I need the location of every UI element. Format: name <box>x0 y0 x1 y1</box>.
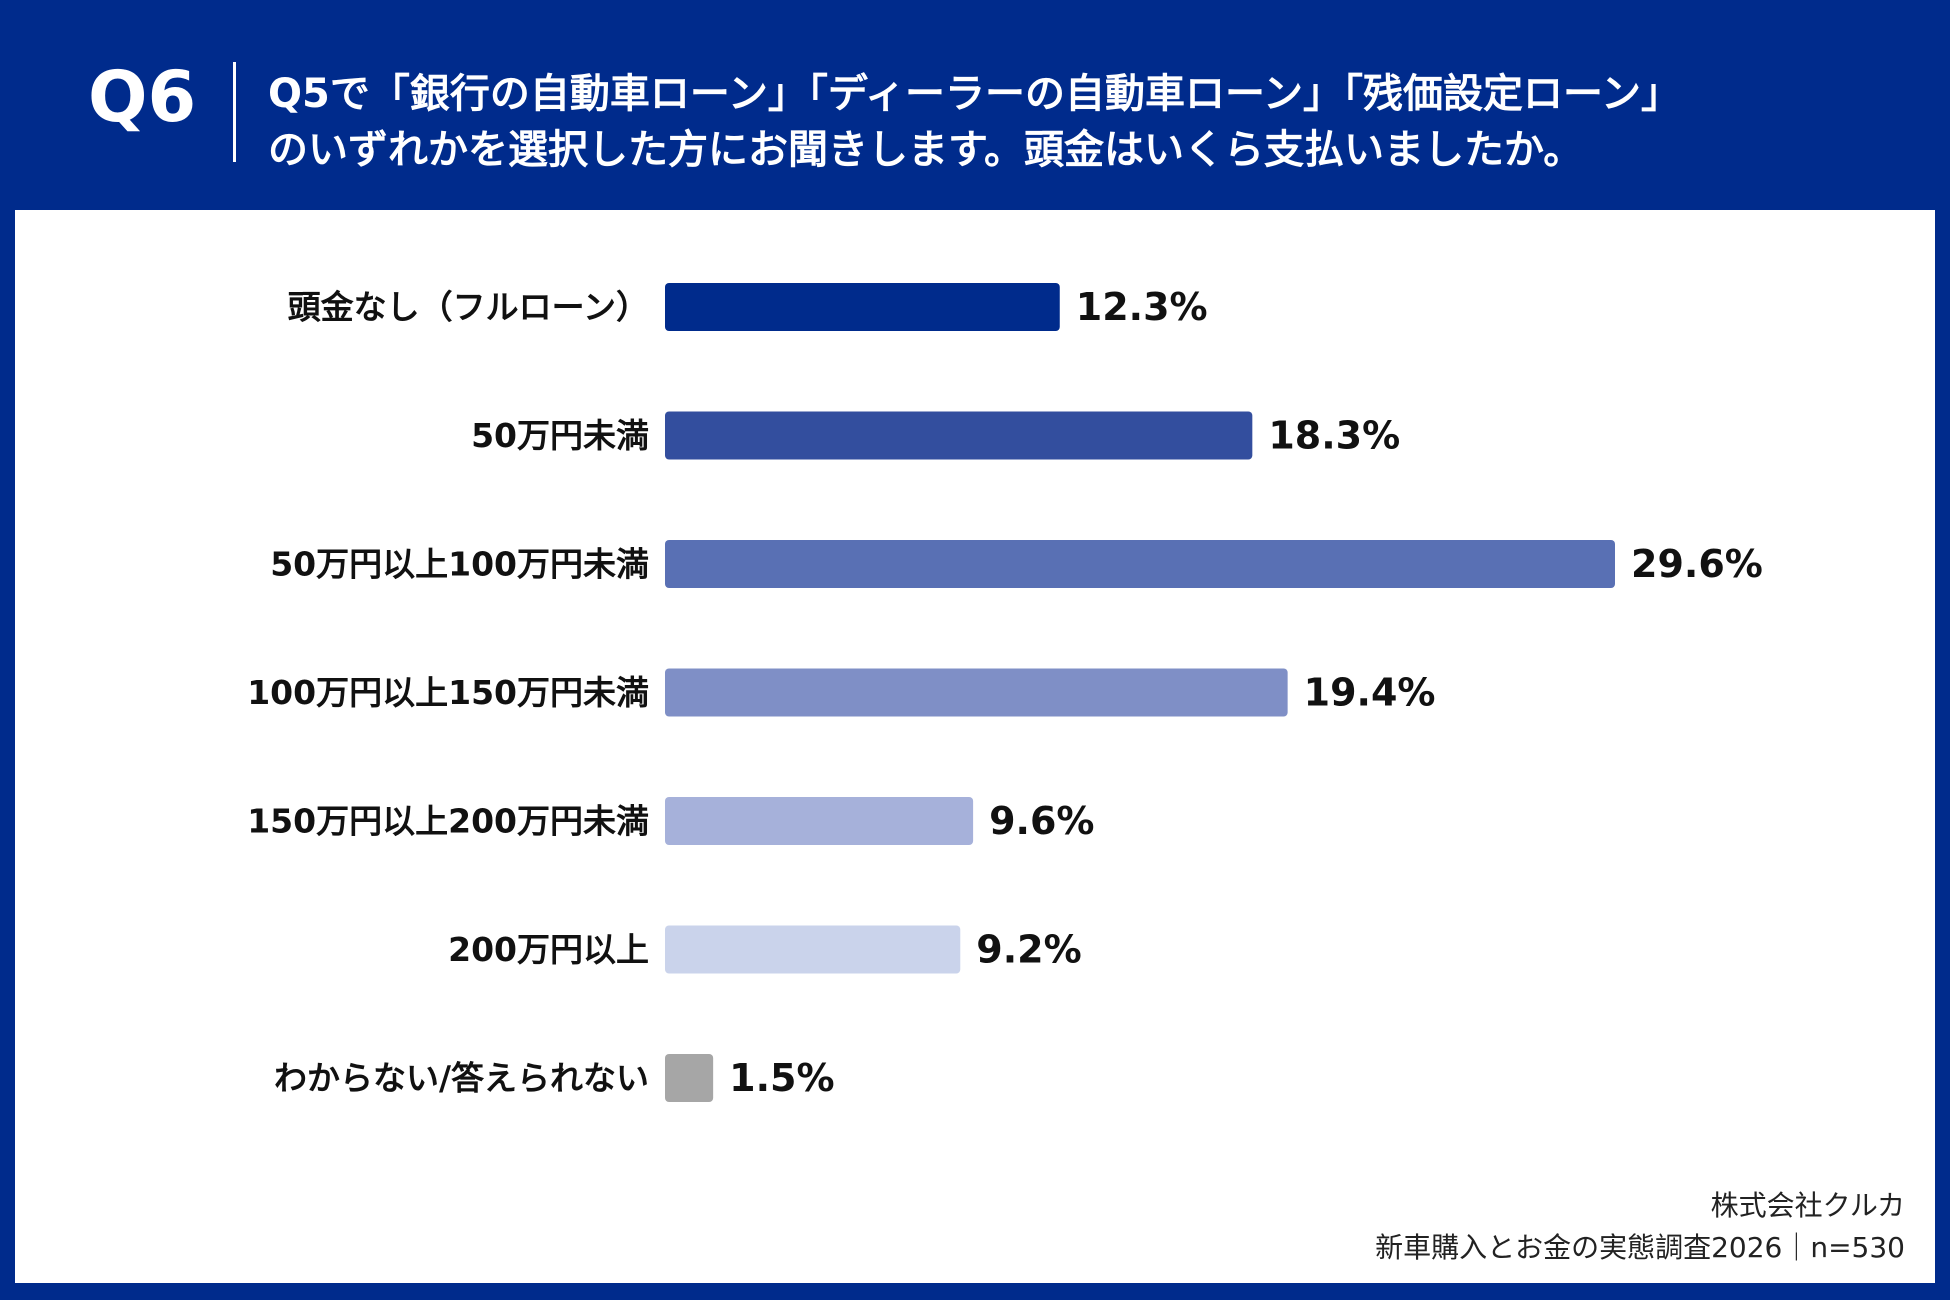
category-label: 頭金なし（フルローン） <box>288 288 649 327</box>
question-line-1: Q5で「銀行の自動車ローン」「ディーラーの自動車ローン」「残価設定ローン」 <box>268 71 1682 117</box>
value-label: 18.3% <box>1268 414 1400 458</box>
category-label: 200万円以上 <box>448 930 649 969</box>
value-label: 9.2% <box>976 928 1081 972</box>
question-number: Q6 <box>88 56 197 138</box>
value-label: 19.4% <box>1304 671 1436 715</box>
category-label: 50万円未満 <box>471 416 649 455</box>
question-text: Q5で「銀行の自動車ローン」「ディーラーの自動車ローン」「残価設定ローン」 のい… <box>268 66 1908 178</box>
category-label: 150万円以上200万円未満 <box>247 802 649 841</box>
header-banner: Q6 Q5で「銀行の自動車ローン」「ディーラーの自動車ローン」「残価設定ローン」… <box>0 0 1950 210</box>
footer-company: 株式会社クルカ <box>1710 1189 1905 1222</box>
value-label: 1.5% <box>729 1056 834 1100</box>
header-divider <box>233 62 236 162</box>
bar <box>665 668 1288 717</box>
bar <box>665 411 1253 460</box>
chart-panel: 頭金なし（フルローン） 12.3% 50万円未満 18.3% 50万円以上100万円未満… <box>15 210 1935 1283</box>
footer-survey: 新車購入とお金の実態調査2026｜n=530 <box>1375 1231 1905 1264</box>
bar <box>665 925 961 974</box>
value-label: 29.6% <box>1631 542 1763 586</box>
category-label: 100万円以上150万円未満 <box>247 673 649 712</box>
category-label: 50万円以上100万円未満 <box>270 545 649 584</box>
category-label: わからない/答えられない <box>274 1059 649 1098</box>
bar <box>665 540 1615 588</box>
value-label: 12.3% <box>1076 285 1208 329</box>
bar <box>665 283 1060 331</box>
footer-source: 株式会社クルカ 新車購入とお金の実態調査2026｜n=530 <box>1375 1185 1905 1269</box>
question-line-2: のいずれかを選択した方にお聞きします。頭金はいくら支払いましたか。 <box>268 127 1584 173</box>
bar-chart: 頭金なし（フルローン） 12.3% 50万円未満 18.3% 50万円以上100万円未満… <box>247 283 1763 1102</box>
bar <box>665 797 974 845</box>
value-label: 9.6% <box>989 799 1094 843</box>
bar <box>665 1054 714 1102</box>
